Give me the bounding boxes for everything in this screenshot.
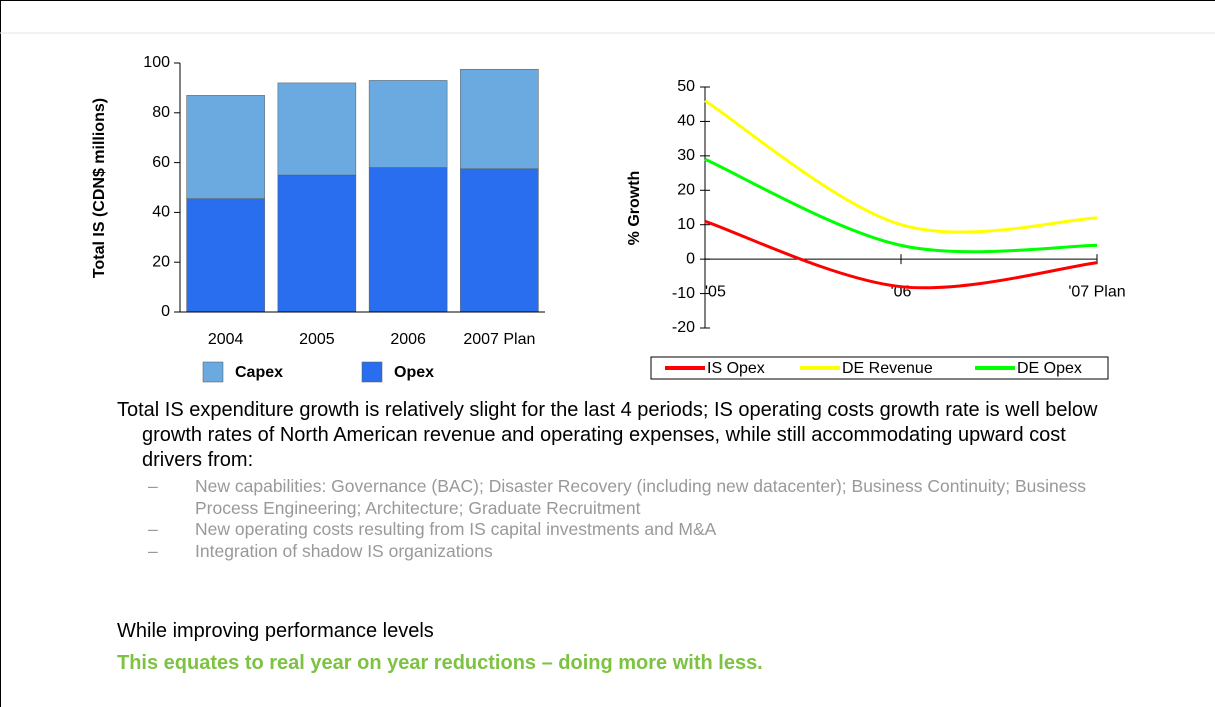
bullet-text: New capabilities: Governance (BAC); Disa… [195, 476, 1086, 518]
y-tick-label: 0 [686, 250, 695, 267]
series-line [704, 157, 1098, 254]
x-tick-label: '07 Plan [1068, 283, 1125, 300]
legend-label: DE Opex [1017, 360, 1082, 377]
y-tick-label: 40 [677, 113, 695, 130]
y-tick-label: 40 [152, 204, 170, 221]
legend-swatch [361, 361, 383, 383]
y-tick-label: 60 [152, 154, 170, 171]
bullet-marker: – [148, 540, 158, 561]
y-tick-label: 30 [677, 147, 695, 164]
bullet-marker: – [148, 476, 158, 496]
legend-label: Capex [235, 364, 283, 381]
y-axis-title: Total IS (CDN$ millions) [91, 98, 108, 278]
y-tick-label: 10 [677, 216, 695, 233]
legend-swatch [202, 361, 224, 383]
bar-segment [186, 198, 265, 313]
legend-label: IS Opex [707, 360, 765, 377]
bar-segment [460, 168, 539, 313]
bar-segment [368, 80, 448, 168]
y-tick-label: 100 [143, 54, 170, 71]
x-tick-label: 2007 Plan [463, 331, 536, 348]
x-tick-label: 2005 [299, 331, 335, 348]
y-tick-label: 20 [152, 253, 170, 270]
legend-box [650, 356, 1109, 380]
legend-label: DE Revenue [842, 360, 933, 377]
bullet: – New capabilities: Governance (BAC); Dis… [148, 476, 1138, 519]
y-axis-title: % Growth [626, 171, 643, 246]
bar-segment [368, 167, 448, 313]
y-tick-label: 80 [152, 104, 170, 121]
series-line [704, 99, 1098, 234]
paragraph: Total IS expenditure growth is relativel… [117, 399, 1098, 471]
bullet: – New operating costs resulting from IS c… [148, 519, 1138, 541]
x-tick-label: 2004 [207, 331, 244, 348]
y-tick-label: 0 [161, 303, 170, 320]
series-line [704, 219, 1098, 290]
y-tick-label: 20 [677, 182, 695, 199]
bar-segment [277, 82, 357, 176]
bullet-text: New operating costs resulting from IS ca… [195, 519, 717, 539]
highlight: This equates to real year on year reduct… [117, 652, 763, 674]
x-tick-label: 2006 [390, 331, 426, 348]
bar-segment [277, 174, 357, 313]
y-tick-label: -20 [672, 319, 695, 336]
bullet: – Integration of shadow IS organizations [148, 541, 1138, 563]
bullet-marker: – [148, 519, 158, 539]
bullet-list: – New capabilities: Governance (BAC); Dis… [148, 476, 1138, 562]
y-tick-label: -10 [672, 285, 695, 302]
bar-segment [460, 68, 539, 170]
bar-segment [186, 95, 265, 199]
x-tick-label: '05 [705, 283, 726, 300]
legend-label: Opex [394, 364, 434, 381]
statement: While improving performance levels [117, 620, 434, 642]
y-tick-label: 50 [677, 78, 695, 95]
bullet-text: Integration of shadow IS organizations [195, 540, 493, 561]
